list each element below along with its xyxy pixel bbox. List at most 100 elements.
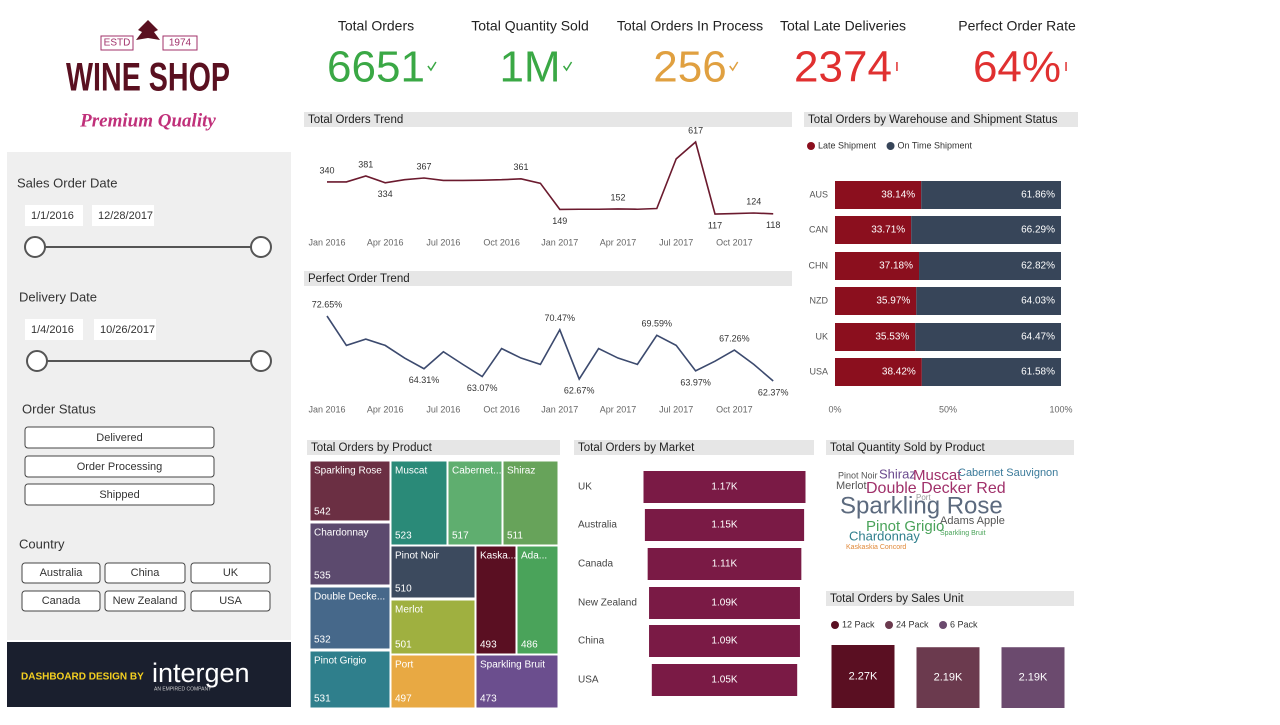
x-tick-label: Jul 2017 <box>659 404 693 414</box>
cloud-word: Pinot Grigio <box>866 518 944 535</box>
date-input[interactable] <box>25 205 83 226</box>
filter-label: Sales Order Date <box>17 175 117 190</box>
logo-estd: ESTD <box>104 38 131 49</box>
tile-value: 501 <box>395 640 412 651</box>
x-tick-label: Jul 2016 <box>426 237 460 247</box>
tile-value: 531 <box>314 694 331 705</box>
country-button-label: New Zealand <box>113 595 178 607</box>
tile-label: Muscat <box>395 466 427 477</box>
slider-handle[interactable] <box>250 350 272 372</box>
data-label: 1.17K <box>711 482 737 493</box>
status-button[interactable] <box>24 483 215 506</box>
treemap-tile <box>390 599 476 655</box>
data-label: 37.18% <box>879 261 913 272</box>
country-button[interactable] <box>21 590 101 612</box>
slider-handle[interactable] <box>250 236 272 258</box>
country-button[interactable] <box>104 562 186 584</box>
data-label: 33.71% <box>871 225 905 236</box>
cloud-word: Pinot Noir <box>838 470 878 480</box>
slider-handle[interactable] <box>24 236 46 258</box>
status-button[interactable] <box>24 426 215 449</box>
kpi-value: 2374 <box>794 43 892 92</box>
country-button[interactable] <box>104 590 186 612</box>
logo-badge <box>100 35 134 51</box>
treemap-tile <box>475 654 559 709</box>
data-label: 367 <box>416 161 431 171</box>
tile-value: 532 <box>314 635 331 646</box>
x-tick-label: 0% <box>828 404 841 414</box>
data-label: 361 <box>513 162 528 172</box>
country-button-label: UK <box>223 567 239 579</box>
tile-label: Double Decke... <box>314 592 385 603</box>
x-tick-label: 100% <box>1049 404 1072 414</box>
y-tick-label: Canada <box>578 559 613 570</box>
legend-swatch <box>885 621 894 629</box>
x-tick-label: Oct 2016 <box>483 237 520 247</box>
data-label: 617 <box>688 125 703 135</box>
data-label: 118 <box>766 220 780 230</box>
line-series <box>327 140 774 215</box>
legend-label: 6 Pack <box>950 619 978 629</box>
slider-handle[interactable] <box>26 350 48 372</box>
bar-segment <box>916 287 1061 315</box>
data-label: 62.37% <box>758 387 789 397</box>
logo: ESTD 1974 WINE SHOP Premium Quality <box>66 20 230 131</box>
kpi-label: Total Orders In Process <box>617 18 763 34</box>
bar-segment <box>835 287 917 315</box>
date-end: 10/26/2017 <box>100 324 155 336</box>
x-tick-label: Apr 2017 <box>600 237 637 247</box>
tile-value: 510 <box>395 584 412 595</box>
date-input[interactable] <box>94 319 156 340</box>
country-button-label: Australia <box>40 567 84 579</box>
logo-leaf <box>136 20 160 40</box>
country-button-label: Canada <box>42 595 81 607</box>
bar-segment <box>911 216 1061 244</box>
country-button[interactable] <box>21 562 101 584</box>
tile-label: Port <box>395 660 414 671</box>
footer-credit: DASHBOARD DESIGN BY <box>21 672 144 683</box>
tile-label: Sparkling Rose <box>314 466 382 477</box>
line-series <box>326 315 774 382</box>
kpi-label: Total Quantity Sold <box>471 18 589 34</box>
chart-header <box>307 440 560 455</box>
x-tick-label: Oct 2016 <box>483 404 520 414</box>
status-button[interactable] <box>24 455 215 478</box>
data-label: 1.11K <box>712 559 738 570</box>
logo-badge <box>162 35 198 51</box>
date-input[interactable] <box>92 205 154 226</box>
kpi-value: 1M <box>499 43 560 92</box>
y-tick-label: UK <box>578 482 592 493</box>
filter-label: Country <box>19 536 65 551</box>
cloud-word: Muscat <box>913 467 962 484</box>
tile-value: 542 <box>314 507 331 518</box>
data-label: 69.59% <box>642 319 673 329</box>
treemap-tile <box>516 545 559 655</box>
kpi-icon <box>729 61 739 72</box>
data-label: 334 <box>378 189 393 199</box>
data-label: 38.14% <box>881 190 915 201</box>
tile-value: 493 <box>480 640 497 651</box>
x-tick-label: Jan 2017 <box>541 404 578 414</box>
country-button[interactable] <box>190 562 271 584</box>
country-button[interactable] <box>190 590 271 612</box>
tile-label: Ada... <box>521 551 547 562</box>
bar <box>647 548 802 580</box>
y-tick-label: China <box>578 636 605 647</box>
chart-title: Total Quantity Sold by Product <box>830 442 985 454</box>
bar-segment <box>919 252 1061 280</box>
y-tick-label: CHN <box>809 260 829 270</box>
treemap-tile <box>390 460 448 546</box>
tile-label: Merlot <box>395 605 423 616</box>
bar-segment <box>835 323 916 351</box>
date-input[interactable] <box>25 319 83 340</box>
data-label: 67.26% <box>719 333 750 343</box>
x-tick-label: Apr 2016 <box>367 237 404 247</box>
filter-label: Delivery Date <box>19 289 97 304</box>
footer-brand: intergen <box>152 658 250 688</box>
logo-tagline: Premium Quality <box>79 110 216 131</box>
bar <box>831 645 895 708</box>
data-label: 2.27K <box>849 670 878 682</box>
chart-header <box>304 271 792 286</box>
tile-value: 511 <box>507 531 523 542</box>
